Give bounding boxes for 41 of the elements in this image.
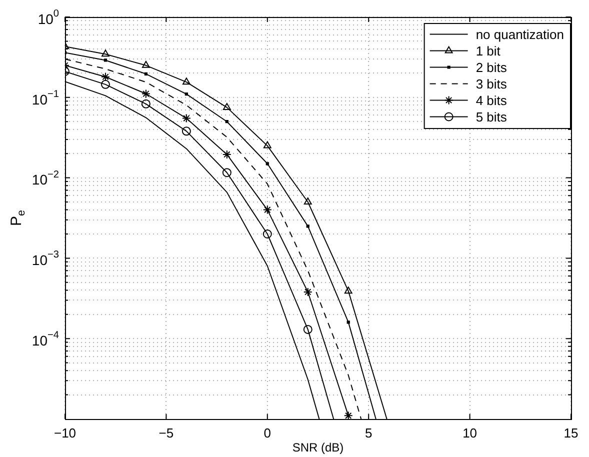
x-tick-label: 10 bbox=[462, 426, 478, 441]
x-tick-label: 5 bbox=[364, 426, 372, 441]
x-axis-title: SNR (dB) bbox=[292, 440, 344, 454]
point bbox=[100, 72, 110, 82]
point bbox=[102, 50, 110, 57]
point bbox=[222, 168, 232, 178]
point bbox=[184, 92, 188, 96]
point bbox=[346, 320, 350, 324]
point bbox=[266, 162, 269, 166]
point bbox=[303, 324, 312, 334]
point bbox=[225, 120, 228, 124]
point bbox=[182, 78, 190, 85]
point bbox=[182, 126, 191, 136]
point bbox=[182, 114, 191, 123]
point bbox=[344, 411, 353, 419]
point bbox=[262, 205, 272, 214]
point bbox=[306, 224, 310, 228]
point bbox=[344, 286, 352, 294]
legend-label: 1 bit bbox=[476, 43, 501, 58]
y-axis-title: Pe bbox=[8, 210, 28, 226]
point bbox=[104, 58, 108, 62]
x-tick-label: −5 bbox=[158, 426, 174, 441]
point bbox=[141, 99, 150, 108]
point bbox=[100, 80, 110, 89]
point bbox=[144, 72, 148, 76]
point bbox=[303, 287, 312, 296]
point bbox=[222, 150, 232, 159]
x-tick-label: 0 bbox=[264, 426, 272, 441]
point bbox=[262, 229, 272, 238]
legend-label: 3 bits bbox=[476, 76, 508, 92]
x-tick-label: −10 bbox=[54, 426, 76, 441]
point bbox=[222, 102, 231, 110]
legend-label: 4 bits bbox=[476, 92, 508, 108]
x-tick-label: 15 bbox=[564, 426, 578, 441]
legend-label: no quantization bbox=[476, 26, 564, 42]
legend-label: 2 bits bbox=[476, 60, 508, 75]
point bbox=[141, 89, 150, 98]
point bbox=[263, 141, 272, 148]
point bbox=[304, 198, 312, 205]
point bbox=[142, 60, 150, 68]
legend-label: 5 bits bbox=[476, 109, 508, 124]
